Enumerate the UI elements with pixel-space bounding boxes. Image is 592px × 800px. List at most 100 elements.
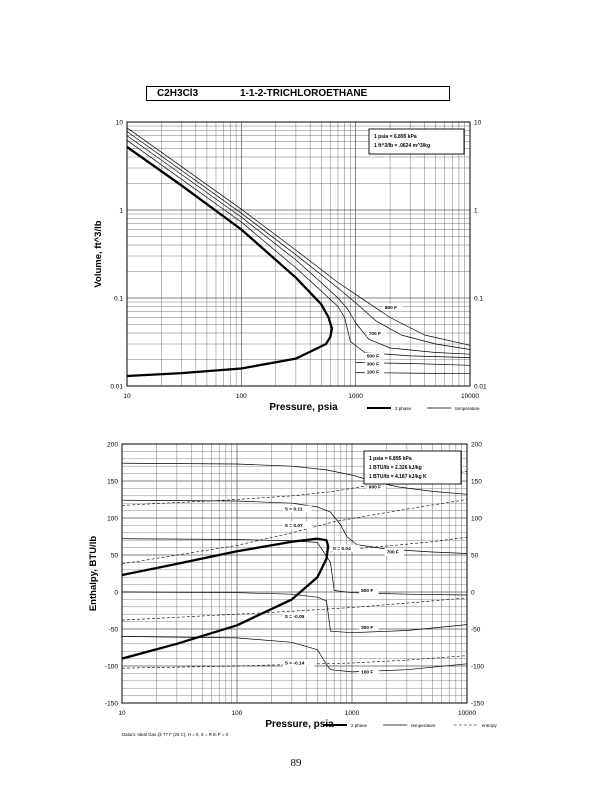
page-number: 89: [290, 757, 302, 769]
chart1-x-tick-label: 10: [123, 393, 131, 400]
chart1-conversion-text: 1 ft^3/lb = .0624 m^3/kg: [374, 143, 430, 149]
chart2-footnote: Datum: Ideal Gas @ 77 F (25 C), H = 0, S…: [122, 732, 229, 737]
chart2-y-tick-label-right: 100: [471, 516, 482, 523]
chart2-annotation-bg: [282, 659, 315, 667]
chart2-x-tick-label: 100: [232, 710, 243, 717]
chart2-temperature-line: [121, 538, 468, 596]
chart2-x-tick-label: 10000: [458, 710, 476, 717]
chart1-y-axis-title: Volume, ft^3/lb: [93, 220, 104, 287]
chart2-curve-label: S = -0.14: [285, 661, 305, 667]
chart1-legend-label: 2 phase: [395, 406, 412, 411]
chart2-y-tick-label-right: -100: [471, 664, 484, 671]
chart2-curve-label: 900 F: [369, 484, 381, 490]
chart1-x-tick-label: 1000: [348, 393, 363, 400]
chart2-y-tick-label: -150: [105, 701, 118, 708]
chart2-x-axis-title: Pressure, psia: [265, 719, 334, 730]
chart1-y-tick-label-right: 10: [474, 120, 482, 127]
chart1-annotation-bg: [382, 303, 403, 311]
chart2-two-phase-curve: [121, 537, 330, 660]
chart2-entropy-line: [121, 655, 468, 669]
chart2-annotation-bg: [282, 612, 315, 620]
chart1-temperature-line: [126, 135, 471, 355]
chart2-y-axis-title: Enthalpy, BTU/lb: [88, 536, 99, 611]
chart2-annotation-bg: [359, 624, 379, 631]
chart1-conversion-text: 1 psia = 6.895 kPa: [374, 134, 417, 140]
chart2-entropy-line: [121, 499, 468, 565]
compound-formula: C2H3Cl3: [157, 88, 199, 99]
chart2-annotation-bg: [282, 505, 312, 513]
chart2-annotation-bg: [330, 544, 360, 552]
chart2-annotation-bg: [384, 548, 405, 556]
chart1-two-phase-curve: [126, 146, 334, 378]
chart2-y-tick-label: 0: [114, 590, 118, 597]
chart2-annotation-bg: [359, 587, 379, 594]
chart1-curve-label: 700 F: [369, 331, 381, 337]
chart1-y-tick-label: 10: [116, 120, 124, 127]
chart2-y-tick-label-right: 50: [471, 553, 479, 560]
chart1-annotation-bg: [366, 329, 387, 337]
chart1-x-axis-title: Pressure, psia: [269, 402, 338, 413]
chart1-x-tick-label: 100: [236, 393, 247, 400]
chart2-curve-label: S = -0.05: [285, 614, 305, 620]
chart1-y-tick-label-right: 0.01: [474, 384, 487, 391]
chart2-y-tick-label: -100: [105, 664, 118, 671]
chart1-conversion-box: [368, 128, 465, 155]
chart2-temperature-line: [121, 591, 468, 634]
chart2-entropy-line: [330, 536, 468, 553]
chart1-x-tick-label: 10000: [461, 393, 479, 400]
chart2-y-tick-label: 100: [107, 516, 118, 523]
chart2-x-tick-label: 10: [118, 710, 126, 717]
chart2-conversion-box: [363, 450, 462, 485]
chart2-legend-label: 2 phase: [351, 723, 368, 728]
compound-name: 1-1-2-TRICHLOROETHANE: [240, 88, 368, 99]
chart2-y-tick-label: 50: [111, 553, 119, 560]
chart2-annotation-bg: [359, 668, 379, 676]
chart1-curve-label: 100 F: [367, 370, 379, 376]
chart1-plot-frame: [126, 121, 471, 387]
chart2-conversion-text: 1 psia = 6.895 kPa: [369, 456, 412, 462]
chart2-y-tick-label-right: 0: [471, 590, 475, 597]
chart2-curve-label: S = 0.07: [285, 523, 303, 529]
chart2-y-tick-label-right: 200: [471, 442, 482, 449]
chart1-y-tick-label-right: 0.1: [474, 296, 483, 303]
title-box: C2H3Cl3 1-1-2-TRICHLOROETHANE: [146, 86, 450, 101]
chart2-y-tick-label: -50: [109, 627, 119, 634]
chart2-conversion-text: 1 BTU/lb = 4.187 kJ/kg K: [369, 474, 427, 480]
chart1-y-tick-label: 0.01: [110, 384, 123, 391]
chart1-legend-label: temperature: [455, 406, 480, 411]
chart2-y-tick-label: 200: [107, 442, 118, 449]
chart2-curve-label: 300 F: [361, 625, 373, 631]
chart1-annotation-bg: [364, 368, 385, 376]
chart2-legend-label: temperature: [411, 723, 436, 728]
chart2-conversion-text: 1 BTU/lb = 2.326 kJ/kg: [369, 465, 422, 471]
chart2-y-tick-label-right: -150: [471, 701, 484, 708]
chart1-temperature-line: [126, 127, 471, 346]
chart1-y-tick-label: 0.1: [114, 296, 123, 303]
chart2-temperature-line: [121, 462, 468, 495]
chart2-temperature-line: [121, 636, 468, 673]
chart1-curve-label: 300 F: [367, 362, 379, 368]
chart2-entropy-line: [121, 597, 468, 621]
chart2-curve-label: 100 F: [361, 669, 373, 675]
chart2-curve-label: 700 F: [387, 550, 399, 556]
chart1-y-tick-label: 1: [119, 208, 123, 215]
chart2-plot-frame: [121, 443, 468, 704]
chart2-annotation-bg: [282, 521, 312, 529]
chart2-legend-label: entropy: [482, 723, 498, 728]
chart1-curve-label: 500 F: [367, 354, 379, 360]
chart2-x-tick-label: 1000: [345, 710, 360, 717]
chart2-y-tick-label-right: 150: [471, 479, 482, 486]
chart2-annotation-bg: [366, 483, 387, 491]
chart2-curve-label: 500 F: [361, 588, 373, 594]
chart1-temperature-line: [126, 140, 471, 358]
chart1-annotation-bg: [364, 352, 385, 360]
chart2-y-tick-label: 150: [107, 479, 118, 486]
chart2-curve-label: S = 0.11: [285, 507, 303, 513]
chart1-annotation-bg: [364, 360, 385, 368]
chart1-curve-label: 800 F: [385, 305, 397, 311]
chart1-y-tick-label-right: 1: [474, 208, 478, 215]
chart2-curve-label: S = 0.04: [333, 546, 351, 552]
chart2-y-tick-label-right: -50: [471, 627, 481, 634]
chart1-temperature-line: [126, 131, 471, 350]
